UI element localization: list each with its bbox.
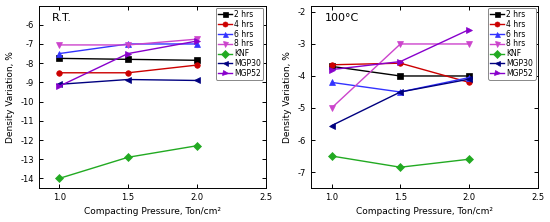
MGP30	[466, 78, 472, 81]
4 hrs	[328, 63, 335, 66]
KNF	[328, 155, 335, 157]
Line: 8 hrs: 8 hrs	[329, 41, 472, 111]
Line: 2 hrs: 2 hrs	[329, 63, 472, 79]
2 hrs	[194, 59, 200, 62]
Line: MGP52: MGP52	[329, 27, 472, 72]
Line: KNF: KNF	[329, 153, 472, 170]
2 hrs	[125, 58, 131, 61]
4 hrs	[194, 64, 200, 66]
8 hrs	[125, 44, 131, 46]
Line: 6 hrs: 6 hrs	[329, 75, 472, 95]
4 hrs	[466, 81, 472, 84]
MGP30	[328, 124, 335, 127]
4 hrs	[397, 62, 404, 65]
MGP30	[397, 91, 404, 93]
Legend: 2 hrs, 4 hrs, 6 hrs, 8 hrs, KNF, MGP30, MGP52: 2 hrs, 4 hrs, 6 hrs, 8 hrs, KNF, MGP30, …	[216, 8, 263, 80]
Line: 4 hrs: 4 hrs	[57, 62, 200, 75]
Line: 2 hrs: 2 hrs	[57, 56, 200, 63]
6 hrs	[194, 43, 200, 45]
8 hrs	[466, 43, 472, 45]
6 hrs	[328, 81, 335, 84]
MGP52	[125, 52, 131, 55]
KNF	[194, 145, 200, 147]
MGP52	[194, 40, 200, 42]
8 hrs	[397, 43, 404, 45]
2 hrs	[397, 75, 404, 77]
6 hrs	[466, 76, 472, 79]
KNF	[125, 156, 131, 159]
MGP30	[125, 78, 131, 81]
Line: MGP30: MGP30	[57, 77, 200, 87]
6 hrs	[397, 91, 404, 93]
2 hrs	[56, 57, 63, 60]
MGP30	[56, 83, 63, 86]
Line: MGP30: MGP30	[329, 76, 472, 128]
KNF	[466, 158, 472, 161]
Y-axis label: Density Variation, %: Density Variation, %	[283, 51, 292, 143]
MGP52	[397, 60, 404, 63]
6 hrs	[125, 43, 131, 45]
MGP30	[194, 79, 200, 82]
KNF	[397, 166, 404, 168]
Text: 100°C: 100°C	[324, 13, 359, 23]
8 hrs	[56, 44, 63, 46]
4 hrs	[56, 71, 63, 74]
X-axis label: Compacting Pressure, Ton/cm²: Compacting Pressure, Ton/cm²	[84, 207, 221, 216]
8 hrs	[328, 107, 335, 109]
MGP52	[56, 85, 63, 87]
MGP52	[466, 28, 472, 31]
Line: MGP52: MGP52	[57, 38, 200, 89]
6 hrs	[56, 52, 63, 55]
MGP52	[328, 68, 335, 71]
Line: 6 hrs: 6 hrs	[57, 41, 200, 56]
Y-axis label: Density Variation, %: Density Variation, %	[6, 51, 14, 143]
Legend: 2 hrs, 4 hrs, 6 hrs, 8 hrs, KNF, MGP30, MGP52: 2 hrs, 4 hrs, 6 hrs, 8 hrs, KNF, MGP30, …	[488, 8, 536, 80]
Text: R.T.: R.T.	[52, 13, 72, 23]
Line: 4 hrs: 4 hrs	[329, 60, 472, 85]
X-axis label: Compacting Pressure, Ton/cm²: Compacting Pressure, Ton/cm²	[356, 207, 493, 216]
2 hrs	[328, 65, 335, 68]
KNF	[56, 177, 63, 180]
Line: 8 hrs: 8 hrs	[57, 36, 200, 48]
2 hrs	[466, 75, 472, 77]
4 hrs	[125, 71, 131, 74]
8 hrs	[194, 38, 200, 40]
Line: KNF: KNF	[57, 143, 200, 181]
